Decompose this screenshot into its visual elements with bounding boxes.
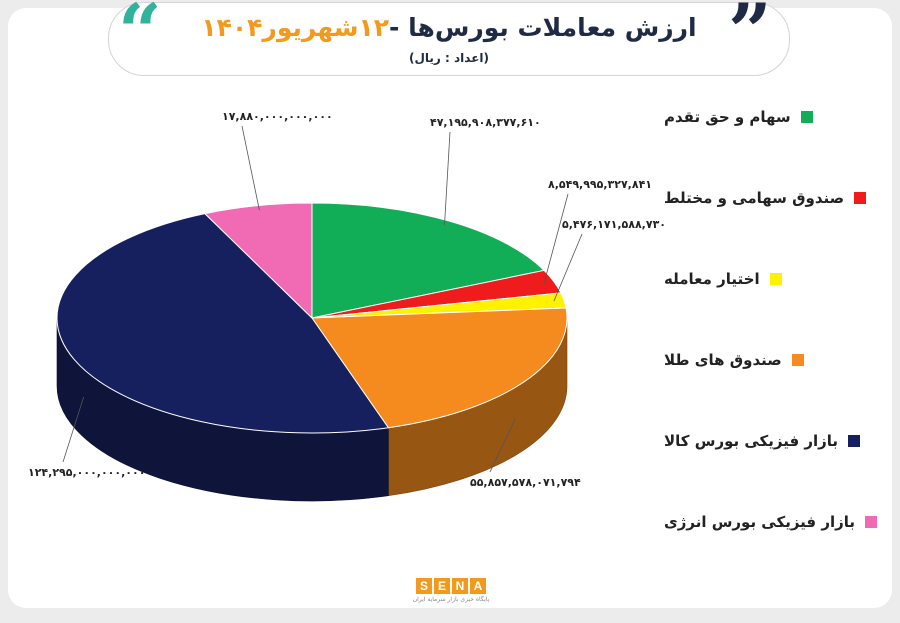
title-banner: ارزش معاملات بورس‌ها -۱۲شهریور۱۴۰۴ (اعدا…	[108, 2, 790, 76]
close-quote-icon: ”	[728, 0, 772, 76]
data-label: ۱۲۴,۲۹۵,۰۰۰,۰۰۰,۰۰۰	[28, 466, 145, 479]
legend-label: صندوق سهامی و مختلط	[664, 189, 845, 207]
data-label: ۴۷,۱۹۵,۹۰۸,۳۷۷,۶۱۰	[430, 116, 541, 129]
legend-swatch	[791, 354, 804, 366]
legend-item: صندوق سهامی و مختلط	[664, 181, 894, 215]
chart-legend: سهام و حق تقدم صندوق سهامی و مختلط اختیار …	[664, 100, 894, 586]
legend-label: بازار فیزیکی بورس کالا	[664, 432, 839, 450]
leader-line	[62, 396, 85, 463]
open-quote-icon: “	[118, 0, 162, 76]
leader-line	[444, 131, 451, 226]
pie-slice	[203, 202, 313, 320]
pie-slice	[311, 202, 546, 319]
legend-swatch	[769, 273, 782, 285]
legend-item: سهام و حق تقدم	[664, 100, 894, 134]
data-label: ۸,۵۴۹,۹۹۵,۳۲۷,۸۴۱	[548, 178, 652, 191]
leader-line	[553, 233, 583, 302]
leader-line	[241, 125, 260, 211]
leader-line	[543, 193, 569, 284]
pie-slice	[311, 307, 568, 429]
data-label: ۵۵,۸۵۷,۵۷۸,۰۷۱,۷۹۴	[470, 476, 581, 489]
title-date: ۱۲شهریور۱۴۰۴	[201, 13, 390, 42]
legend-swatch	[854, 192, 867, 204]
legend-label: بازار فیزیکی بورس انرژی	[664, 513, 856, 531]
sena-logo-letter: A	[470, 578, 486, 594]
legend-swatch	[800, 111, 813, 123]
sena-logo-letter: S	[416, 578, 432, 594]
legend-swatch	[865, 516, 878, 528]
chart-subtitle: (اعداد : ریال)	[409, 51, 489, 65]
pie-slice	[56, 213, 390, 434]
legend-swatch	[848, 435, 861, 447]
chart-title: ارزش معاملات بورس‌ها -۱۲شهریور۱۴۰۴	[109, 13, 789, 42]
sena-tagline: پایگاه خبری بازار سرمایه ایران	[412, 596, 490, 603]
data-label: ۵,۴۷۶,۱۷۱,۵۸۸,۷۳۰	[562, 218, 666, 231]
data-labels: ۴۷,۱۹۵,۹۰۸,۳۷۷,۶۱۰ ۸,۵۴۹,۹۹۵,۳۲۷,۸۴۱ ۵,۴۷۶…	[28, 110, 666, 489]
legend-item: اختیار معامله	[664, 262, 894, 296]
legend-item: بازار فیزیکی بورس انرژی	[664, 505, 894, 539]
pie-top	[56, 202, 568, 434]
sena-logo-letter: N	[452, 578, 468, 594]
legend-item: صندوق های طلا	[664, 343, 894, 377]
legend-label: سهام و حق تقدم	[664, 108, 791, 126]
legend-label: اختیار معامله	[664, 270, 760, 288]
legend-label: صندوق های طلا	[664, 351, 782, 369]
legend-item: بازار فیزیکی بورس کالا	[664, 424, 894, 458]
data-label: ۱۷,۸۸۰,۰۰۰,۰۰۰,۰۰۰	[222, 110, 333, 123]
sena-logo-letter: E	[434, 578, 450, 594]
title-main: ارزش معاملات بورس‌ها -	[389, 13, 697, 42]
leader-line	[489, 418, 516, 473]
